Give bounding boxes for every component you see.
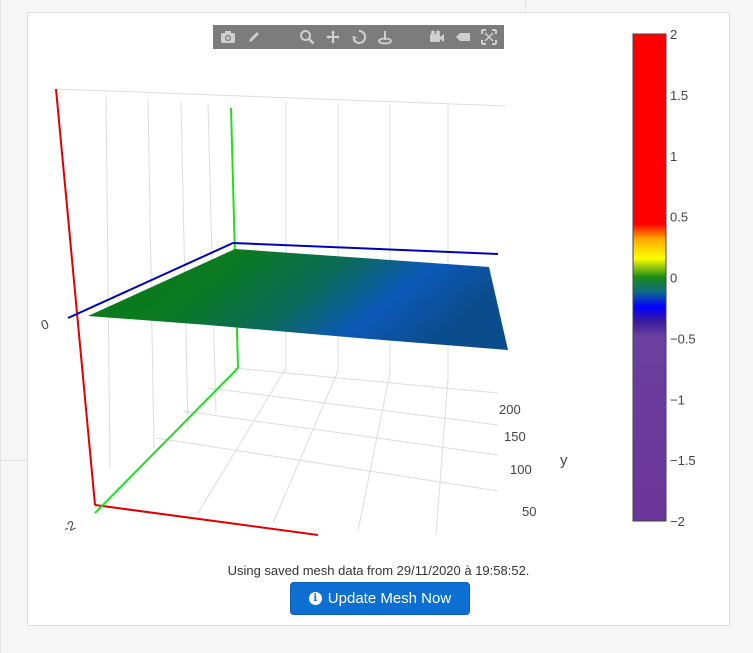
y-tick: 200 bbox=[499, 402, 521, 417]
plot-modebar bbox=[213, 25, 504, 49]
pan-icon[interactable] bbox=[324, 28, 342, 46]
y-tick: 150 bbox=[504, 429, 526, 444]
axes bbox=[55, 88, 499, 536]
camera-icon[interactable] bbox=[219, 28, 237, 46]
fit-icon[interactable] bbox=[480, 28, 498, 46]
z-tick: 0 bbox=[39, 316, 51, 333]
pencil-icon[interactable] bbox=[245, 28, 263, 46]
colorbar: 2 1.5 1 0.5 0 −0.5 −1 −1.5 −2 bbox=[632, 27, 696, 529]
mesh-status-text: Using saved mesh data from 29/11/2020 à … bbox=[227, 563, 530, 578]
y-axis-floor bbox=[94, 367, 239, 514]
colorbar-tick: −1.5 bbox=[670, 453, 696, 468]
reset-camera-icon[interactable] bbox=[428, 28, 446, 46]
mesh-surface[interactable] bbox=[88, 249, 508, 350]
x-axis-bottom bbox=[94, 504, 319, 536]
mesh-plot[interactable]: 200 150 100 50 y 0 -2 2 1.5 1 0.5 0 −0.5 −1 −1.… bbox=[28, 13, 729, 553]
y-axis-line bbox=[230, 107, 239, 369]
zoom-icon[interactable] bbox=[298, 28, 316, 46]
turntable-rotation-icon[interactable] bbox=[376, 28, 394, 46]
axis-ticks: 200 150 100 50 y 0 -2 bbox=[39, 316, 568, 535]
info-icon: i bbox=[308, 592, 322, 605]
colorbar-tick: 0.5 bbox=[670, 210, 688, 225]
hover-label-icon[interactable] bbox=[454, 28, 472, 46]
x-tick: -2 bbox=[61, 517, 78, 535]
z-axis-right bbox=[232, 242, 499, 255]
colorbar-tick: −1 bbox=[670, 392, 685, 407]
y-axis-title: y bbox=[560, 452, 568, 469]
colorbar-tick: 1.5 bbox=[670, 88, 688, 103]
colorbar-tick: −0.5 bbox=[670, 331, 696, 346]
y-tick: 50 bbox=[522, 504, 536, 519]
colorbar-gradient bbox=[632, 33, 667, 522]
colorbar-tick: 1 bbox=[670, 149, 677, 164]
colorbar-tick: 2 bbox=[670, 27, 677, 42]
update-mesh-label: Update Mesh Now bbox=[327, 590, 452, 607]
y-tick: 100 bbox=[510, 462, 532, 477]
z-axis-left bbox=[67, 242, 234, 319]
mesh-card: 200 150 100 50 y 0 -2 2 1.5 1 0.5 0 −0.5 −1 −1.… bbox=[27, 12, 730, 626]
update-mesh-button[interactable]: i Update Mesh Now bbox=[290, 582, 470, 615]
colorbar-tick: −2 bbox=[670, 514, 685, 529]
colorbar-tick: 0 bbox=[670, 271, 677, 286]
orbit-rotation-icon[interactable] bbox=[350, 28, 368, 46]
x-axis-line bbox=[55, 88, 96, 506]
grid-lines bbox=[55, 88, 507, 536]
